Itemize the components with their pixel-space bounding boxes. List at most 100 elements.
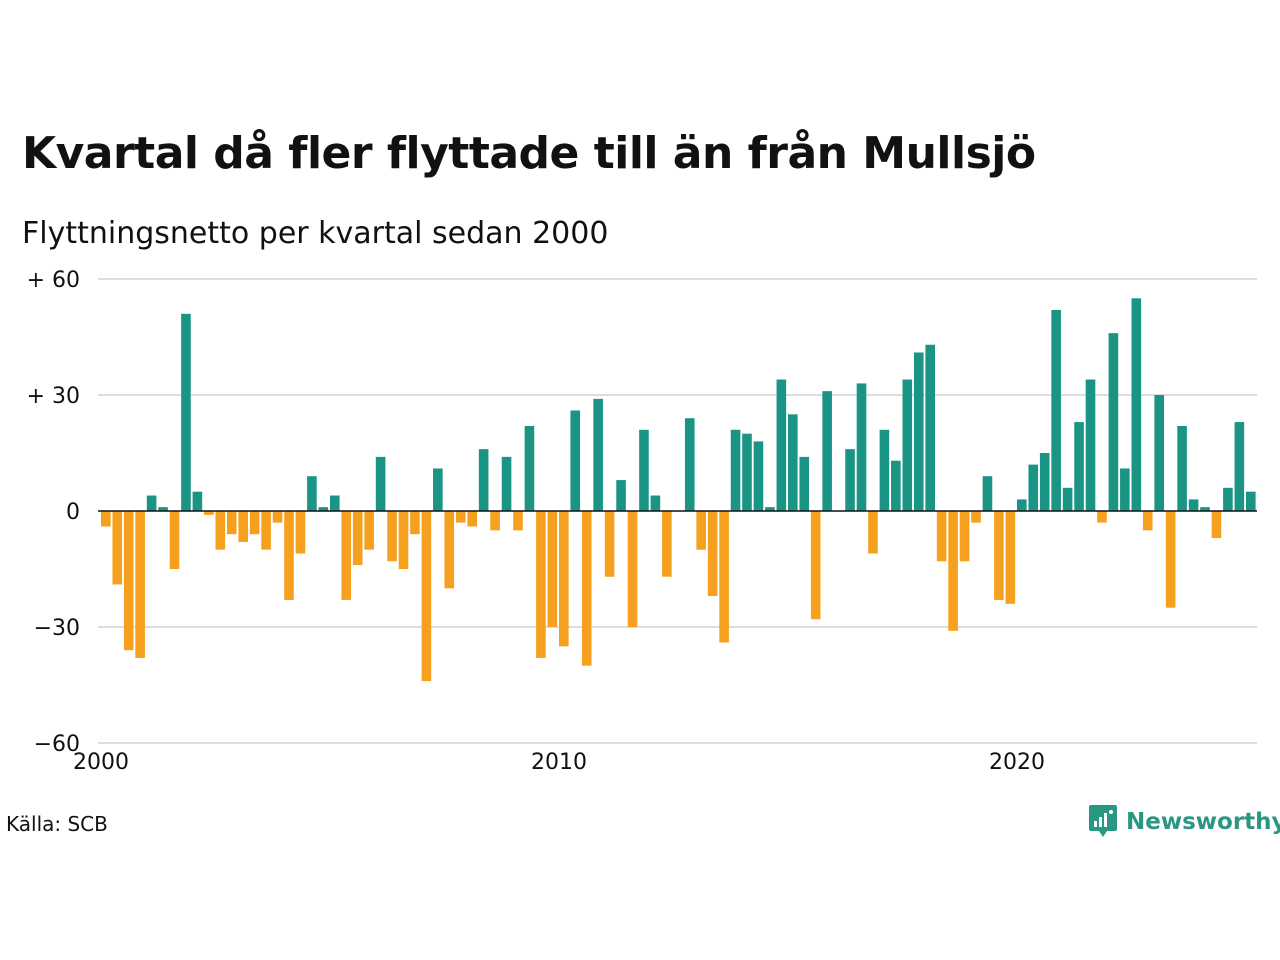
bar <box>1223 487 1233 511</box>
bar <box>982 476 993 511</box>
bar <box>158 507 168 511</box>
bar <box>547 511 558 627</box>
bar <box>352 511 363 566</box>
bar <box>455 511 466 523</box>
bar <box>1142 511 1153 531</box>
bar <box>1177 425 1187 511</box>
bar <box>1039 453 1050 511</box>
bar <box>1097 511 1107 523</box>
bar <box>226 511 237 535</box>
bar <box>1051 309 1061 511</box>
bar <box>501 456 512 511</box>
bar <box>112 511 123 585</box>
bar <box>948 511 958 631</box>
bar <box>215 511 226 550</box>
bar <box>559 511 569 647</box>
bar <box>684 418 695 511</box>
bar <box>753 441 764 511</box>
bar <box>1200 507 1210 511</box>
bar <box>856 383 867 511</box>
bar <box>1108 333 1119 511</box>
y-tick-label: + 60 <box>27 268 80 293</box>
bar <box>581 511 592 666</box>
x-tick-label: 2010 <box>531 750 587 775</box>
bar <box>627 511 638 627</box>
y-tick-label: −30 <box>34 616 80 641</box>
bar <box>1211 511 1222 539</box>
bar <box>284 511 294 600</box>
bar <box>295 511 306 554</box>
chart-subtitle: Flyttningsnetto per kvartal sedan 2000 <box>22 216 609 251</box>
bar <box>810 511 821 620</box>
bar <box>1234 422 1245 511</box>
brand-name: Newsworthy <box>1126 809 1280 835</box>
bar <box>971 511 981 523</box>
bar <box>375 456 386 511</box>
bar <box>135 511 145 658</box>
bar <box>902 379 913 511</box>
bar <box>1005 511 1016 604</box>
x-tick-label: 2000 <box>73 750 129 775</box>
bar <box>879 429 890 511</box>
bar <box>478 449 489 511</box>
bars <box>101 298 1256 682</box>
bar <box>181 313 191 511</box>
bar <box>524 425 535 511</box>
bar <box>123 511 134 651</box>
bar <box>1062 487 1073 511</box>
bar <box>1028 464 1039 511</box>
bar <box>433 468 443 511</box>
bar <box>925 344 935 511</box>
bar <box>776 379 787 511</box>
bar <box>788 414 798 511</box>
bar <box>192 491 203 511</box>
bar <box>238 511 248 542</box>
bar <box>604 511 615 577</box>
bar <box>261 511 271 550</box>
bar <box>719 511 729 643</box>
bar <box>169 511 180 569</box>
bar <box>204 511 214 515</box>
bar <box>364 511 374 550</box>
bar <box>330 495 340 511</box>
bar <box>249 511 260 535</box>
bar <box>868 511 878 554</box>
newsworthy-logo[interactable]: Newsworthy <box>1088 804 1280 840</box>
x-tick-label: 2020 <box>989 750 1045 775</box>
chart-title: Kvartal då fler flyttade till än från Mu… <box>22 128 1036 179</box>
bar <box>1131 298 1142 511</box>
bar <box>421 511 432 682</box>
bar <box>1085 379 1096 511</box>
bar <box>799 456 810 511</box>
bar <box>822 391 832 511</box>
bar <box>1188 499 1199 511</box>
bar <box>410 511 420 535</box>
bar <box>570 410 581 511</box>
bar <box>891 460 901 511</box>
bar <box>913 352 924 511</box>
bar <box>650 495 661 511</box>
bar <box>1120 468 1130 511</box>
bar <box>307 476 317 511</box>
bar <box>959 511 970 562</box>
source-note: Källa: SCB <box>6 812 108 836</box>
bar <box>765 507 775 511</box>
y-tick-label: 0 <box>66 500 80 525</box>
newsworthy-logo-icon <box>1089 805 1117 837</box>
bar <box>616 480 626 511</box>
bar <box>662 511 672 577</box>
bar <box>994 511 1004 600</box>
bar <box>936 511 947 562</box>
bar <box>387 511 397 562</box>
bar <box>730 429 741 511</box>
bar <box>444 511 455 589</box>
bar <box>1017 499 1027 511</box>
bar <box>536 511 546 658</box>
gridlines <box>98 278 1257 744</box>
bar <box>593 398 603 511</box>
bar <box>639 429 649 511</box>
bar <box>1246 491 1256 511</box>
bar <box>101 511 111 527</box>
bar <box>467 511 477 527</box>
